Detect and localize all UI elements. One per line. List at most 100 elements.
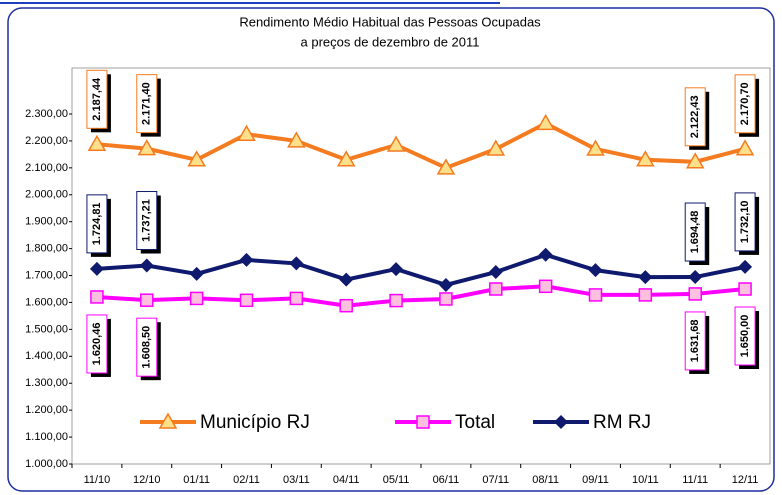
- x-tick-label: 02/11: [233, 474, 260, 486]
- y-tick-label: 2.200,00: [25, 135, 68, 147]
- marker: [87, 134, 107, 152]
- marker: [416, 415, 430, 429]
- marker: [638, 270, 653, 285]
- marker: [488, 265, 503, 280]
- series-line: [96, 284, 746, 308]
- marker: [89, 261, 104, 276]
- value-label: 2.187,44: [91, 77, 103, 121]
- marker: [189, 266, 204, 281]
- marker: [239, 252, 254, 267]
- marker: [439, 292, 453, 306]
- value-label: 1.724,81: [91, 202, 103, 245]
- y-tick-label: 1.800,00: [25, 243, 68, 255]
- marker: [137, 139, 157, 156]
- y-tick-label: 2.000,00: [25, 189, 68, 201]
- label-box: [684, 87, 706, 147]
- marker: [90, 290, 104, 304]
- label-box: [136, 191, 158, 251]
- y-tick-label: 2.100,00: [25, 162, 68, 174]
- marker: [438, 277, 453, 292]
- marker: [287, 131, 306, 148]
- x-tick-label: 06/11: [433, 474, 460, 486]
- marker: [187, 150, 206, 167]
- y-tick-label: 1.200,00: [25, 404, 68, 416]
- x-tick-label: 12/11: [732, 474, 759, 486]
- y-tick-label: 1.000,00: [25, 458, 68, 470]
- marker: [289, 291, 304, 306]
- x-tick-label: 11/10: [84, 474, 111, 486]
- value-label: 2.171,40: [141, 82, 153, 125]
- x-tick-label: 08/11: [532, 474, 559, 486]
- y-tick-label: 1.900,00: [25, 216, 68, 228]
- marker: [638, 288, 653, 302]
- x-tick-label: 10/11: [632, 474, 659, 486]
- marker: [538, 247, 553, 262]
- marker: [738, 259, 753, 274]
- marker: [436, 158, 456, 175]
- y-tick-label: 2.300,00: [25, 108, 68, 120]
- marker: [189, 291, 204, 306]
- value-label: 1.631,68: [689, 320, 701, 363]
- label-box: [684, 202, 706, 262]
- value-label: 2.170,70: [739, 82, 751, 125]
- value-label: 1.737,21: [141, 199, 153, 242]
- label-box: [136, 317, 158, 377]
- marker: [139, 258, 154, 273]
- x-tick-label: 12/10: [133, 474, 161, 486]
- marker: [386, 135, 406, 152]
- value-label: 2.122,43: [689, 95, 701, 138]
- y-tick-label: 1.300,00: [25, 377, 68, 389]
- marker: [636, 150, 655, 167]
- legend-label: Município RJ: [200, 412, 310, 433]
- value-label: 1.608,50: [141, 326, 153, 369]
- chart-subtitle: a preços de dezembro de 2011: [301, 34, 480, 49]
- label-box: [86, 69, 108, 129]
- marker: [588, 288, 603, 302]
- label-box: [86, 314, 108, 374]
- marker: [339, 298, 353, 313]
- marker: [339, 272, 354, 287]
- value-label: 1.694,48: [689, 211, 701, 254]
- label-box: [734, 306, 756, 366]
- marker: [336, 150, 356, 167]
- marker: [237, 124, 256, 141]
- x-tick-label: 03/11: [283, 474, 310, 486]
- marker: [735, 139, 755, 156]
- marker: [140, 293, 154, 307]
- marker: [536, 113, 555, 131]
- marker: [389, 293, 403, 308]
- x-tick-label: 09/11: [582, 474, 609, 486]
- chart-frame: [7, 7, 775, 492]
- x-tick-label: 05/11: [383, 474, 410, 486]
- marker: [239, 293, 254, 308]
- y-tick-label: 1.500,00: [25, 323, 68, 335]
- x-tick-label: 04/11: [333, 474, 360, 486]
- series-line: [96, 121, 746, 171]
- marker: [688, 287, 702, 301]
- y-tick-label: 1.100,00: [25, 431, 68, 443]
- marker: [588, 263, 603, 278]
- y-tick-label: 1.400,00: [25, 350, 68, 362]
- y-tick-label: 1.700,00: [25, 269, 68, 281]
- marker: [685, 152, 705, 169]
- marker: [586, 139, 605, 156]
- value-label: 1.650,00: [739, 315, 751, 358]
- label-box: [684, 311, 706, 371]
- marker: [538, 279, 553, 294]
- marker: [289, 256, 304, 271]
- x-tick-label: 11/11: [682, 474, 708, 486]
- legend-label: Total: [455, 412, 495, 433]
- value-label: 1.620,46: [91, 323, 103, 366]
- marker: [489, 282, 503, 296]
- marker: [738, 282, 752, 296]
- label-box: [734, 74, 756, 134]
- label-box: [136, 74, 158, 134]
- y-tick-label: 1.600,00: [25, 296, 68, 308]
- marker: [688, 270, 703, 285]
- x-tick-label: 07/11: [482, 474, 509, 486]
- label-box: [86, 194, 108, 254]
- series-line: [96, 252, 746, 288]
- legend-label: RM RJ: [593, 412, 651, 433]
- chart-title: Rendimento Médio Habitual das Pessoas Oc…: [239, 14, 541, 29]
